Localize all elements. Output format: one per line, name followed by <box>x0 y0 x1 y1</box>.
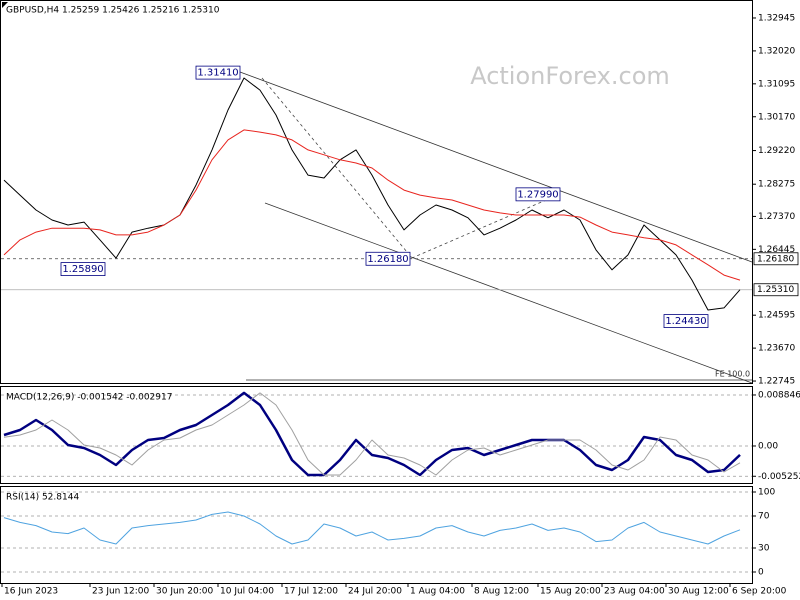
series-line <box>3 392 741 476</box>
channel-upper <box>239 71 753 263</box>
x-tick-label: 16 Jun 2023 <box>4 587 58 597</box>
fib-zigzag <box>261 77 561 259</box>
price-panel <box>0 0 753 384</box>
macd-panel <box>0 386 753 484</box>
x-tick-label: 30 Aug 12:00 <box>668 587 729 597</box>
y-tick-label: 1.32020 <box>758 46 795 56</box>
fe-label: FE 100.0 <box>715 370 750 379</box>
y-tick-label: 30 <box>758 544 770 554</box>
annotation-label: 1.24430 <box>665 316 706 327</box>
y-tick-label: 1.28275 <box>758 180 795 190</box>
y-tick-label: 1.30170 <box>758 112 795 122</box>
series-line <box>3 129 741 281</box>
x-tick-label: 23 Aug 04:00 <box>604 587 665 597</box>
x-tick-label: 23 Jun 12:00 <box>92 587 149 597</box>
y-tick-label: 1.29220 <box>758 146 795 156</box>
x-tick-label: 15 Aug 20:00 <box>540 587 601 597</box>
y-tick-label: 1.26445 <box>758 245 795 255</box>
panel-title: RSI(14) 52.8144 <box>6 493 79 503</box>
price-tag-box <box>753 283 799 297</box>
y-tick-label: -0.005252 <box>758 472 800 482</box>
x-tick-label: 1 Aug 04:00 <box>410 587 465 597</box>
annotation-box <box>515 187 561 202</box>
annotation-box <box>60 262 106 276</box>
rsi-panel <box>0 486 753 584</box>
channel-lower <box>264 202 753 384</box>
price-tag: 1.26180 <box>757 254 794 264</box>
y-tick-label: 70 <box>758 512 770 522</box>
y-tick-label: 0.00 <box>758 441 778 451</box>
y-tick-label: 100 <box>758 488 775 498</box>
panel-title: GBPUSD,H4 1.25259 1.25426 1.25216 1.2531… <box>6 6 220 16</box>
x-tick-label: 10 Jul 04:00 <box>220 587 274 597</box>
panel-title: MACD(12,26,9) -0.001542 -0.002917 <box>6 393 172 403</box>
y-tick-label: 0.008846 <box>758 390 800 400</box>
y-tick-label: 1.22745 <box>758 377 795 387</box>
series-line <box>3 77 741 311</box>
watermark: ActionForex.com <box>470 62 670 90</box>
x-tick-label: 24 Jul 20:00 <box>348 587 402 597</box>
annotation-label: 1.26180 <box>367 254 408 265</box>
y-tick-label: 1.32945 <box>758 13 795 23</box>
annotation-box <box>365 251 411 266</box>
annotation-label: 1.31410 <box>197 68 238 79</box>
x-tick-label: 8 Aug 12:00 <box>474 587 529 597</box>
y-tick-label: 0 <box>758 568 764 578</box>
y-tick-label: 1.31095 <box>758 79 795 89</box>
y-tick-label: 1.23670 <box>758 344 795 354</box>
y-tick-label: 1.27370 <box>758 212 795 222</box>
x-tick-label: 6 Sep 20:00 <box>732 587 787 597</box>
price-tag-box <box>753 252 799 266</box>
series-line <box>3 511 741 545</box>
annotation-label: 1.27990 <box>517 189 558 200</box>
annotation-label: 1.25890 <box>62 264 103 275</box>
y-tick-label: 1.24595 <box>758 311 795 321</box>
annotation-box <box>663 314 709 328</box>
price-tag: 1.25310 <box>757 285 794 295</box>
x-tick-label: 30 Jun 20:00 <box>156 587 213 597</box>
annotation-box <box>195 65 241 80</box>
x-tick-label: 17 Jul 12:00 <box>284 587 338 597</box>
corner-marker <box>2 2 8 8</box>
